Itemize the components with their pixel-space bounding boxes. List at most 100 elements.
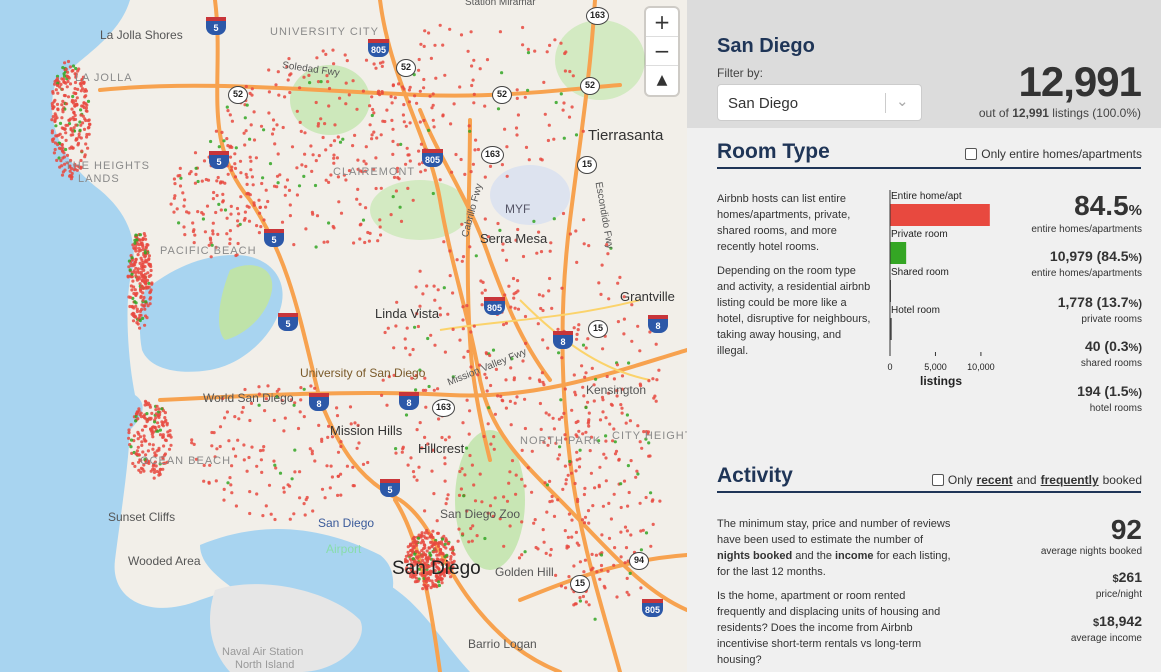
map-label-san-diego-airport: San Diego (318, 516, 375, 530)
state-route-shield-icon: 52 (580, 77, 600, 95)
sidebar: San Diego Filter by: San Diego ⌄ 12,991 … (687, 0, 1161, 672)
map-label-north-park: NORTH PARK (520, 435, 602, 447)
out-of-suffix: listings (100.0%) (1052, 106, 1141, 120)
map-label-world-san-diego: World San Diego (203, 391, 294, 405)
zoom-out-button[interactable]: − (646, 37, 678, 66)
room-stat-3: 194 (1.5%) hotel rooms (1077, 383, 1142, 414)
compass-button[interactable]: ▲ (656, 72, 668, 88)
map-label-golden-hill: Golden Hill (495, 565, 554, 579)
checkbox-and: and (1016, 473, 1037, 487)
zoom-in-button[interactable]: + (646, 8, 678, 37)
chart-tick-label: 5,000 (924, 362, 947, 372)
map-label-university-city: UNIVERSITY CITY (270, 26, 379, 38)
state-route-shield-icon: 163 (481, 146, 505, 164)
activity-description-1: The minimum stay, price and number of re… (717, 516, 952, 580)
map-label-ocean-beach: OCEAN BEACH (140, 455, 232, 467)
interstate-shield-icon: 8 (553, 331, 573, 349)
map-label-naval-air-station: Naval Air Station (222, 646, 304, 658)
state-route-shield-icon: 94 (629, 552, 649, 570)
map-label-san-diego-city: San Diego (392, 558, 481, 579)
price-label: price/night (1095, 589, 1142, 600)
state-route-shield-icon: 163 (432, 399, 456, 417)
chart-category-label: Entire home/apt (891, 191, 962, 202)
map-label-clairemont: CLAIREMONT (333, 166, 416, 178)
state-route-shield-icon: 52 (492, 86, 512, 104)
total-listings-count: 12,991 (1018, 58, 1142, 105)
room-stat-value: 1,778 (13.7 (1057, 294, 1129, 310)
interstate-shield-icon: 5 (264, 229, 284, 247)
out-of-prefix: out of (978, 106, 1009, 120)
map-label-myf: MYF (505, 202, 531, 216)
checkbox-suffix: booked (1102, 473, 1142, 487)
interstate-shield-icon: 805 (642, 599, 664, 617)
chart-bar-3 (890, 318, 892, 340)
price-currency: $ (1112, 573, 1119, 585)
map-label-la-jolla: LA JOLLA (75, 72, 133, 84)
chart-category-label: Shared room (891, 267, 949, 278)
map-label-university-of-san-diego: University of San Diego (300, 366, 426, 380)
room-stat-label: entire homes/apartments (1031, 268, 1142, 279)
total-listings-subtitle: out of 12,991 listings (100.0%) (979, 106, 1141, 120)
interstate-shield-icon: 8 (648, 315, 668, 333)
map-label-grantville: Grantville (620, 289, 675, 304)
room-stat-value: 10,979 (84.5 (1049, 248, 1129, 264)
room-stat-unit: %) (1128, 342, 1142, 354)
interstate-shield-icon: 805 (484, 297, 506, 315)
city-title: San Diego (717, 35, 815, 57)
chevron-down-icon[interactable]: ⌄ (896, 92, 909, 110)
room-stat-unit: %) (1128, 387, 1142, 399)
checkbox-box[interactable] (965, 148, 978, 160)
room-stat-unit: %) (1128, 252, 1142, 264)
map-label-tierrasanta: Tierrasanta (588, 127, 664, 144)
activity-description-2: Is the home, apartment or room rented fr… (717, 590, 941, 666)
interstate-shield-icon: 8 (309, 393, 329, 411)
map-label-serra-mesa: Serra Mesa (480, 231, 548, 246)
room-type-description-1: Airbnb hosts can list entire homes/apart… (717, 193, 851, 253)
recent-frequent-checkbox[interactable]: Only recent and frequently booked (931, 473, 1142, 487)
dropdown-separator (885, 93, 886, 113)
activity-desc-part: and the (795, 550, 832, 562)
map-label-la-jolla-shores: La Jolla Shores (100, 28, 183, 42)
filter-dropdown-value: San Diego (728, 95, 799, 112)
room-stat-value: 40 (0.3 (1084, 338, 1129, 354)
map-label-wooded-area: Wooded Area (128, 554, 201, 568)
chart-tick-label: 10,000 (967, 362, 995, 372)
interstate-shield-icon: 8 (399, 392, 419, 410)
activity-desc-income: income (835, 550, 874, 562)
room-type-title: Room Type (717, 140, 830, 163)
entire-homes-checkbox[interactable]: Only entire homes/apartments (965, 147, 1142, 161)
state-route-shield-icon: 15 (588, 320, 608, 338)
entire-homes-pct-unit: % (1128, 202, 1142, 219)
map-navigation-control: + − ▲ (646, 8, 678, 95)
filter-dropdown[interactable]: San Diego ⌄ (717, 84, 922, 121)
room-stat-2: 40 (0.3%) shared rooms (1081, 338, 1142, 369)
map-label-the-heights: THE HEIGHTS (65, 160, 150, 172)
interstate-shield-icon: 5 (209, 151, 229, 169)
room-stat-value: 194 (1.5 (1077, 383, 1129, 399)
price-value: 261 (1118, 569, 1142, 585)
room-stat-unit: %) (1128, 298, 1142, 310)
interstate-shield-icon: 5 (206, 17, 226, 35)
room-stat-label: private rooms (1081, 314, 1142, 325)
map-label-lands: LANDS (78, 173, 120, 185)
map[interactable]: Station Miramar La Jolla Shores LA JOLLA… (0, 0, 687, 672)
checkbox-box[interactable] (931, 474, 944, 486)
map-label-barrio-logan: Barrio Logan (468, 637, 537, 651)
map-label-san-diego-zoo: San Diego Zoo (440, 507, 521, 521)
room-type-rule (717, 167, 1141, 169)
activity-desc-part: The minimum stay, price and number of re… (717, 518, 951, 546)
chart-category-label: Private room (891, 229, 948, 240)
chart-bar-0 (890, 204, 990, 226)
state-route-shield-icon: 15 (577, 156, 597, 174)
out-of-count: 12,991 (1012, 106, 1049, 120)
room-stat-1: 1,778 (13.7%) private rooms (1058, 294, 1142, 325)
checkbox-recent: recent (976, 473, 1013, 487)
chart-x-axis-label: listings (920, 374, 962, 388)
entire-homes-pct-value: 84.5 (1074, 190, 1129, 221)
map-label-station-miramar: Station Miramar (465, 0, 536, 8)
interstate-shield-icon: 805 (422, 149, 444, 167)
chart-tick-label: 0 (887, 362, 892, 372)
entire-homes-pct-stat: 84.5% entire homes/apartments (1031, 190, 1142, 235)
state-route-shield-icon: 52 (396, 59, 416, 77)
activity-desc-part: for each listing, for the last 12 months… (717, 550, 951, 578)
